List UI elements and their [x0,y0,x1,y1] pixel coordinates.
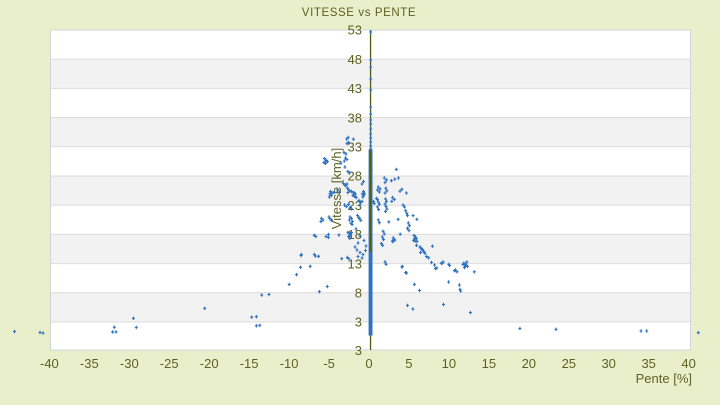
svg-text:-40: -40 [40,356,59,371]
svg-text:8: 8 [355,286,362,301]
svg-text:43: 43 [348,81,362,96]
svg-text:-10: -10 [280,356,299,371]
svg-text:Vitesse [km/h]: Vitesse [km/h] [329,148,344,229]
svg-text:40: 40 [681,356,695,371]
svg-text:-20: -20 [200,356,219,371]
svg-text:38: 38 [348,110,362,125]
svg-text:-5: -5 [323,356,335,371]
svg-text:Pente [%]: Pente [%] [636,371,692,386]
svg-text:0: 0 [365,356,372,371]
svg-text:-15: -15 [240,356,259,371]
svg-text:48: 48 [348,52,362,67]
svg-text:25: 25 [562,356,576,371]
svg-text:3: 3 [355,343,362,358]
svg-text:15: 15 [482,356,496,371]
svg-text:53: 53 [348,23,362,38]
svg-text:10: 10 [442,356,456,371]
svg-text:-35: -35 [80,356,99,371]
svg-text:-25: -25 [160,356,179,371]
svg-text:3: 3 [355,315,362,330]
svg-text:28: 28 [348,169,362,184]
svg-text:13: 13 [348,256,362,271]
svg-text:-30: -30 [120,356,139,371]
svg-text:VITESSE vs PENTE: VITESSE vs PENTE [302,7,416,19]
svg-text:33: 33 [348,140,362,155]
svg-text:5: 5 [405,356,412,371]
svg-text:35: 35 [641,356,655,371]
svg-text:20: 20 [522,356,536,371]
svg-text:30: 30 [601,356,615,371]
